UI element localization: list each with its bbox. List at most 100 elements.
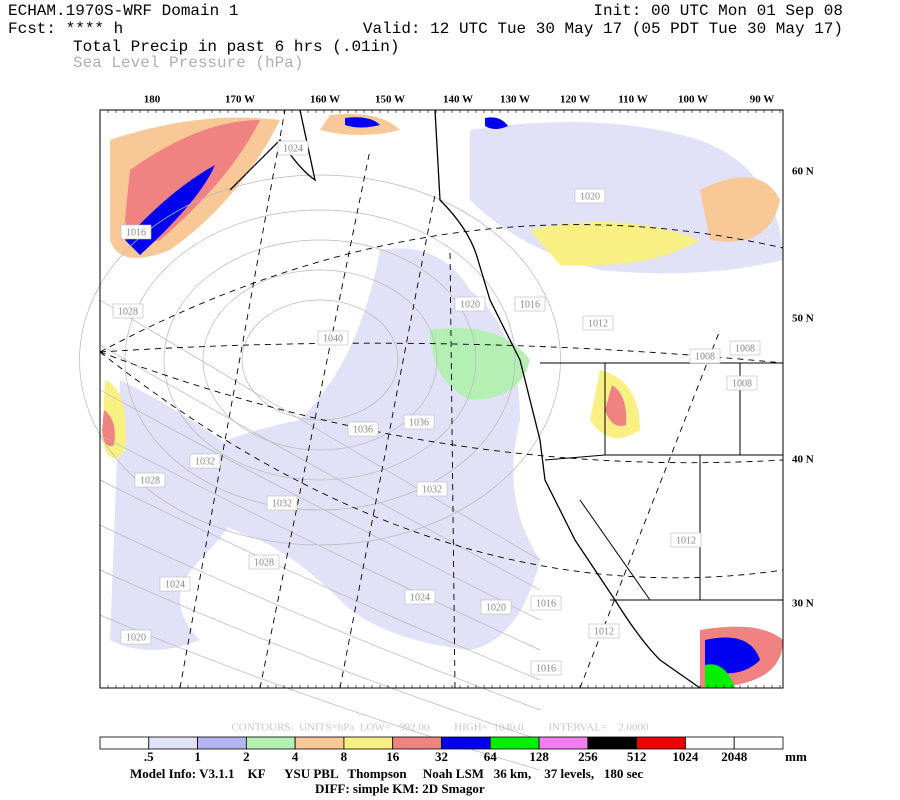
latitude-label: 50 N	[792, 313, 814, 325]
longitude-label: 100 W	[678, 94, 708, 106]
legend-unit: mm	[785, 749, 807, 764]
longitude-label: 160 W	[310, 94, 340, 106]
contour-label: 1032	[195, 456, 215, 467]
longitude-line	[579, 329, 721, 689]
isobar	[99, 569, 541, 741]
legend-label: 512	[627, 749, 647, 764]
legend-swatch	[685, 736, 735, 750]
contour-label-box	[159, 576, 191, 592]
coastline	[434, 109, 701, 689]
legend-swatch	[343, 736, 394, 750]
contour-label-box	[670, 532, 702, 548]
isobar	[99, 479, 541, 681]
contour-label: 1016	[536, 598, 556, 609]
isobar	[99, 389, 541, 621]
isobar	[241, 299, 399, 421]
coastline	[229, 109, 316, 191]
contour-label-box	[403, 414, 435, 430]
valid-time: Valid: 12 UTC Tue 30 May 17 (05 PDT Tue …	[363, 20, 843, 38]
contour-label-box	[530, 595, 562, 611]
latitude-label: 40 N	[792, 454, 814, 466]
longitude-line	[449, 249, 456, 689]
map-area: 180 170 W 160 W 150 W 140 W 130 W 120 W 110 W 10…	[79, 94, 814, 771]
contour-label-box	[729, 340, 761, 356]
legend-swatch	[148, 736, 198, 750]
contour-label: 1032	[422, 484, 442, 495]
precip-area	[102, 410, 115, 446]
forecast-hour: Fcst: **** h	[8, 20, 123, 38]
precip-area	[705, 664, 735, 688]
latitude-label: 60 N	[792, 166, 814, 178]
contour-label-box	[530, 660, 562, 676]
contour-label-box	[689, 348, 721, 364]
isobar	[79, 174, 561, 546]
contour-label-box	[416, 481, 448, 497]
contour-label: 1016	[126, 227, 146, 238]
isobar	[99, 434, 541, 651]
field-secondary: Sea Level Pressure (hPa)	[73, 54, 303, 72]
contour-label: 1008	[732, 378, 752, 389]
longitude-label: 140 W	[443, 94, 473, 106]
latitude-line	[99, 224, 784, 353]
legend-swatch	[245, 736, 296, 750]
contour-label: 1020	[486, 602, 506, 613]
legend-label: 32	[435, 749, 448, 764]
contour-label: 1024	[283, 143, 303, 154]
contour-label: 1016	[536, 663, 556, 674]
border	[540, 362, 783, 601]
legend-swatch	[294, 736, 345, 750]
diff-info: DIFF: simple KM: 2D Smagor	[315, 781, 485, 796]
contour-label: 1032	[272, 498, 292, 509]
legend-label: .5	[144, 749, 154, 764]
contour-label-box	[588, 623, 620, 639]
longitude-line	[339, 194, 436, 689]
precip-area	[705, 637, 760, 674]
contour-label: 1012	[676, 535, 696, 546]
legend-label: 256	[578, 749, 598, 764]
longitude-label: 150 W	[375, 94, 405, 106]
legend-swatch	[99, 736, 150, 750]
longitude-label: 170 W	[225, 94, 255, 106]
isobar	[99, 299, 541, 561]
contour-label-box	[347, 421, 379, 437]
latitude-label: 30 N	[792, 598, 814, 610]
legend-swatch	[733, 736, 784, 750]
latitude-line	[99, 342, 784, 364]
contour-label-box	[480, 599, 512, 615]
legend-swatch	[489, 736, 540, 750]
contour-label-box	[317, 330, 349, 346]
isobar	[202, 269, 438, 451]
field-primary: Total Precip in past 6 hrs (.01in)	[73, 38, 399, 56]
legend-swatch	[587, 736, 638, 750]
contour-label: 1012	[594, 626, 614, 637]
longitude-label: 120 W	[560, 94, 590, 106]
contour-label-box	[120, 629, 152, 645]
legend-swatch	[392, 736, 442, 750]
contour-label: 1028	[140, 475, 160, 486]
isobar	[124, 209, 516, 511]
contour-label: 1020	[126, 632, 146, 643]
contour-label-box	[120, 224, 152, 240]
contour-label: 1020	[460, 299, 480, 310]
longitude-line	[179, 109, 286, 689]
contour-label-box	[248, 554, 280, 570]
legend-swatch	[538, 736, 589, 750]
contour-label-box	[277, 140, 309, 156]
precip-area	[430, 328, 530, 400]
precip-area	[700, 177, 780, 242]
legend-swatch	[197, 736, 247, 750]
contour-label: 1008	[695, 351, 715, 362]
contour-label: 1036	[353, 424, 373, 435]
legend-label: 2048	[721, 749, 748, 764]
precip-area	[110, 380, 260, 650]
map-frame	[99, 109, 784, 689]
contour-label: 1024	[410, 592, 430, 603]
legend-label: 1024	[672, 749, 699, 764]
init-time: Init: 00 UTC Mon 01 Sep 08	[593, 2, 843, 20]
longitude-line	[259, 149, 371, 689]
legend-label: 2	[243, 749, 250, 764]
isobar	[99, 614, 541, 771]
legend-label: 128	[529, 749, 549, 764]
